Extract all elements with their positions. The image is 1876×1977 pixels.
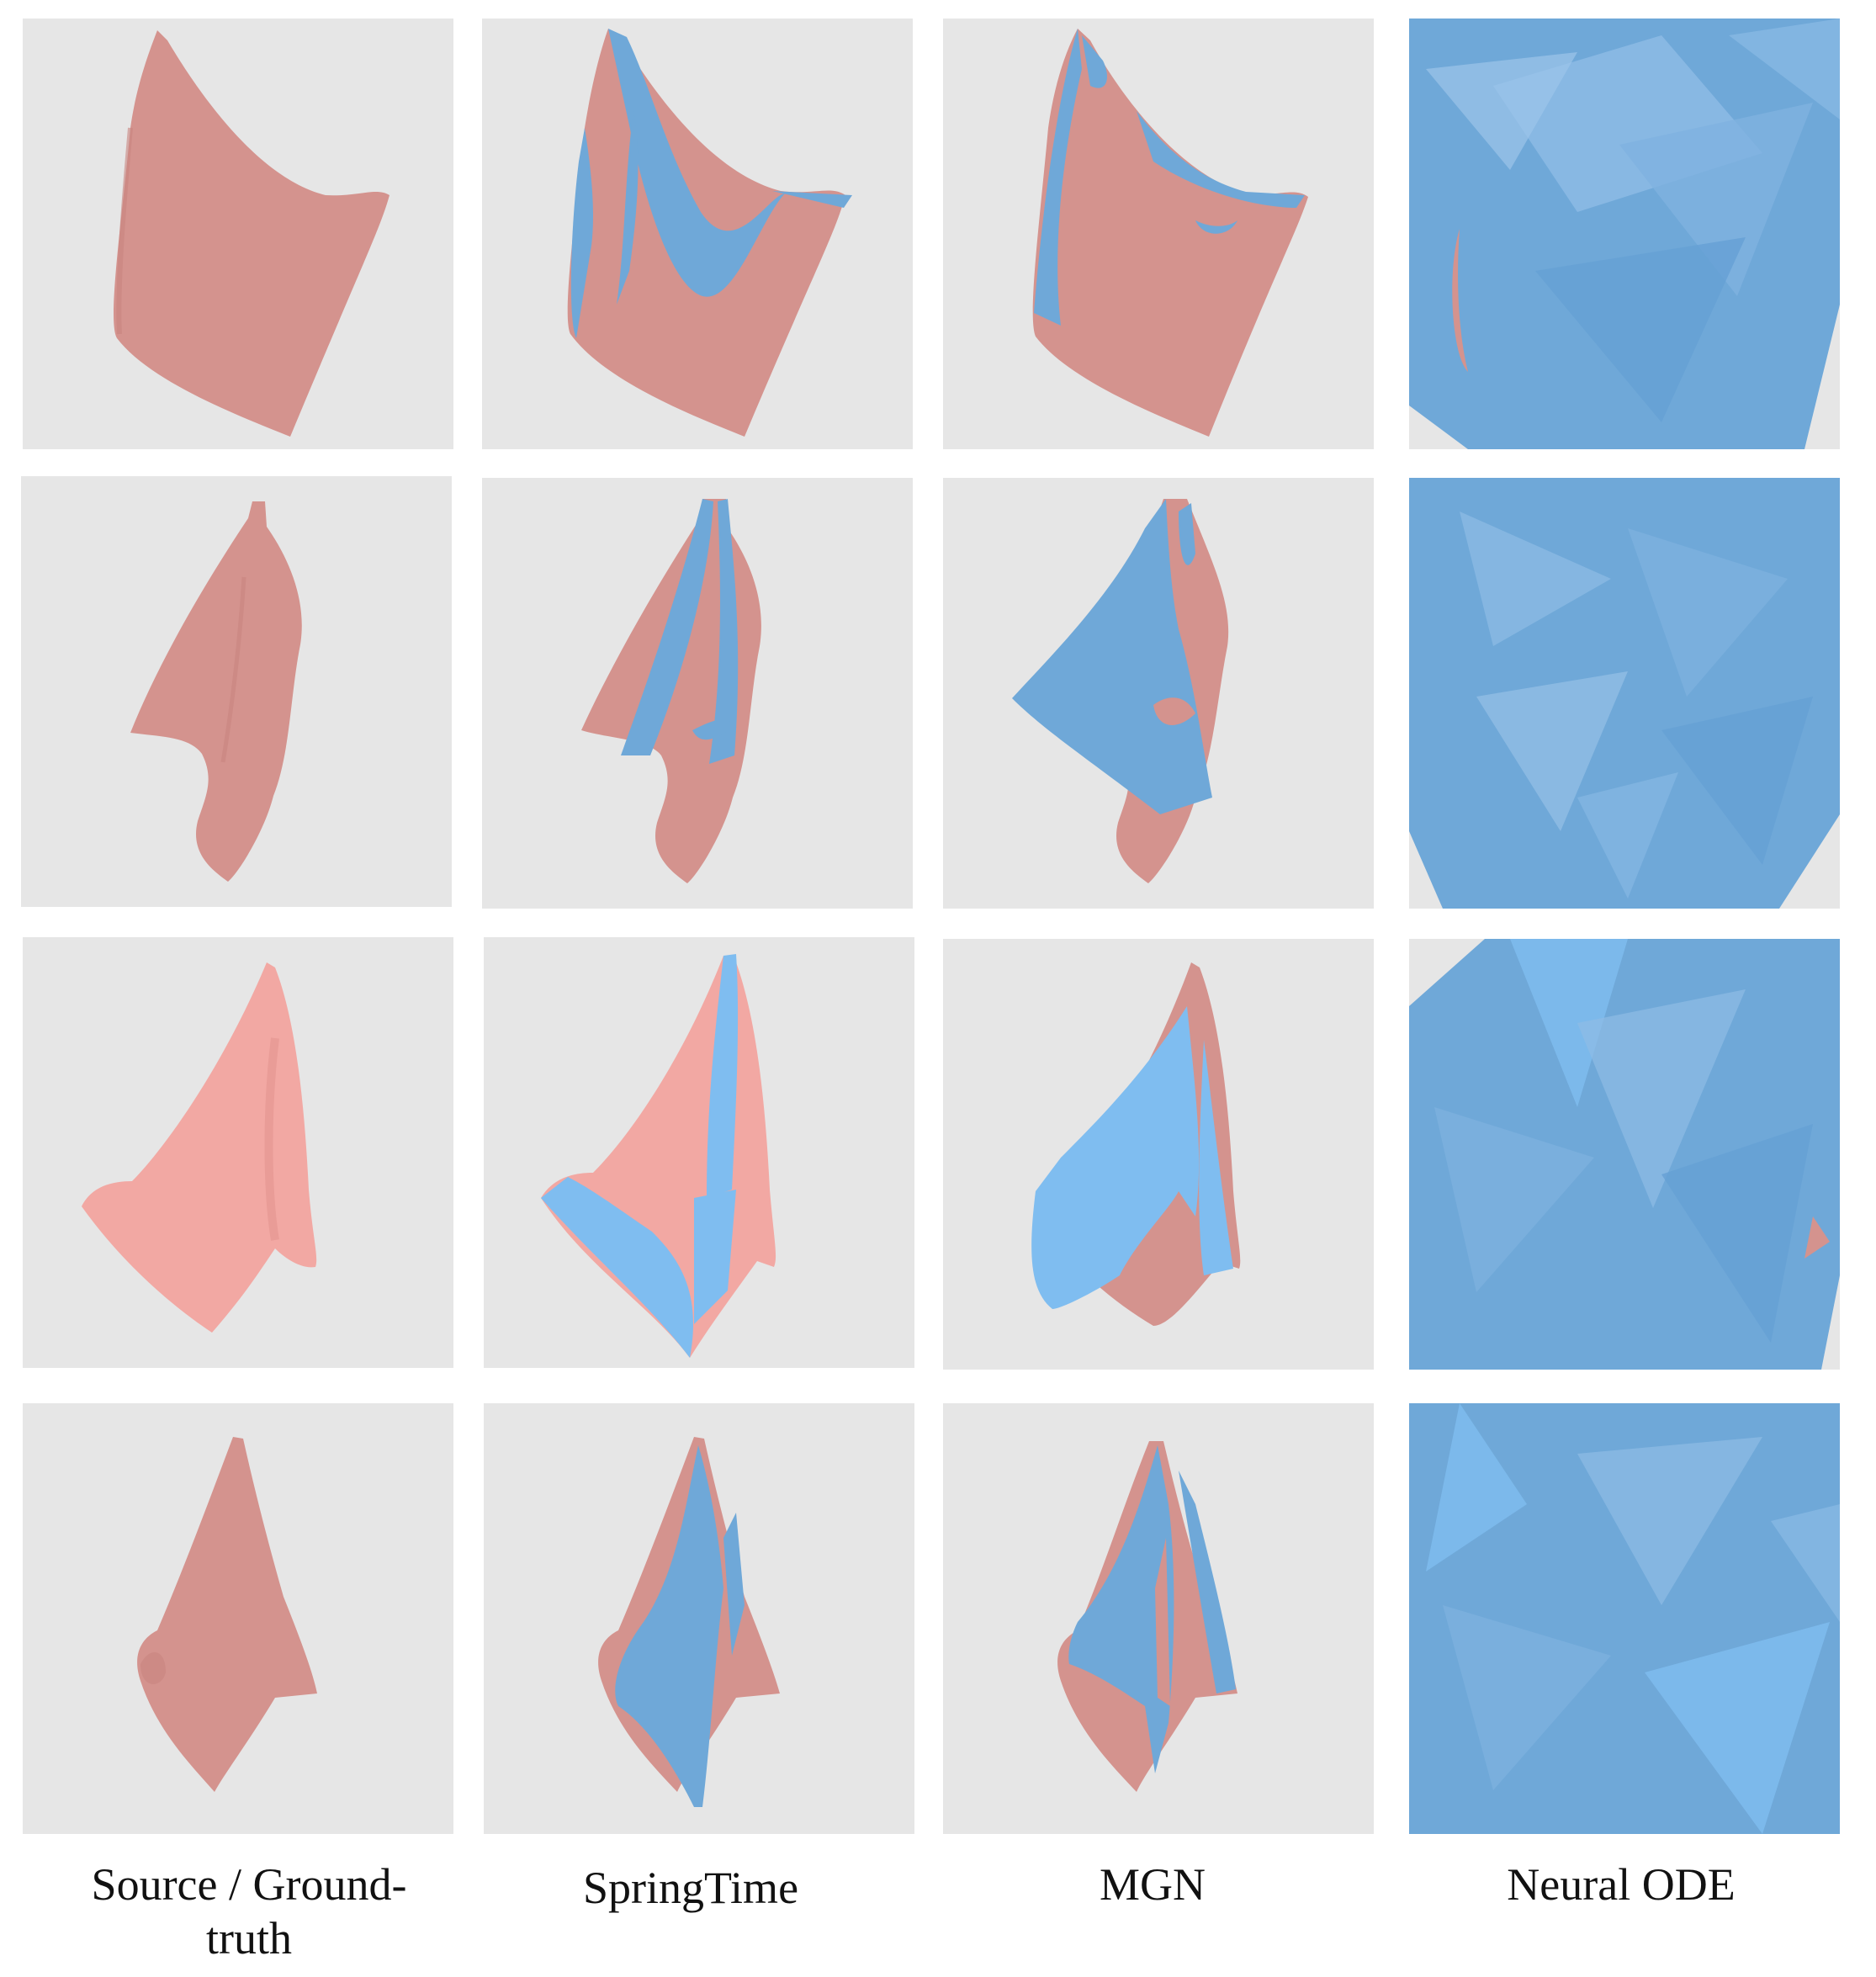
cloth-render-r4-source [137,1437,317,1792]
panel-r4-mgn [943,1403,1374,1834]
caption-mgn: MGN [937,1858,1368,1911]
panel-r2-neuralode [1409,478,1840,909]
panel-r1-neuralode [1409,19,1840,449]
caption-source: Source / Ground- truth [34,1858,464,1965]
panel-r2-mgn [943,478,1374,909]
panel-r3-source [23,937,453,1368]
panel-r2-springtime [482,478,913,909]
cloth-render-r1-neuralode [1409,19,1840,449]
caption-mgn-text: MGN [1099,1859,1206,1910]
panel-r2-source [21,476,452,907]
panel-r1-source [23,19,453,449]
cloth-render-r2-neuralode [1409,478,1840,909]
cloth-render-r1-springtime [567,29,852,437]
caption-source-text: Source / Ground- truth [91,1859,407,1964]
cloth-render-r4-neuralode [1409,1403,1840,1834]
cloth-render-r2-mgn [1012,499,1229,883]
cloth-render-r3-mgn [1031,962,1241,1326]
panel-r4-neuralode [1409,1403,1840,1834]
cloth-render-r2-springtime [581,499,761,883]
panel-r4-source [23,1403,453,1834]
panel-r3-springtime [484,937,914,1368]
caption-neuralode-text: Neural ODE [1507,1859,1736,1910]
cloth-render-r3-springtime [541,954,776,1358]
cloth-render-r1-source [114,30,390,437]
cloth-render-r3-neuralode [1409,939,1840,1370]
cloth-render-r1-mgn [1032,29,1308,437]
panel-r1-springtime [482,19,913,449]
cloth-render-r2-source [130,501,302,882]
caption-springtime: SpringTime [475,1861,906,1915]
caption-neuralode: Neural ODE [1406,1858,1836,1911]
panel-r4-springtime [484,1403,914,1834]
panel-r1-mgn [943,19,1374,449]
cloth-render-r4-mgn [1057,1441,1237,1792]
cloth-render-r4-springtime [598,1437,780,1807]
cloth-render-r3-source [82,962,317,1333]
panel-r3-mgn [943,939,1374,1370]
caption-springtime-text: SpringTime [582,1863,799,1913]
panel-r3-neuralode [1409,939,1840,1370]
